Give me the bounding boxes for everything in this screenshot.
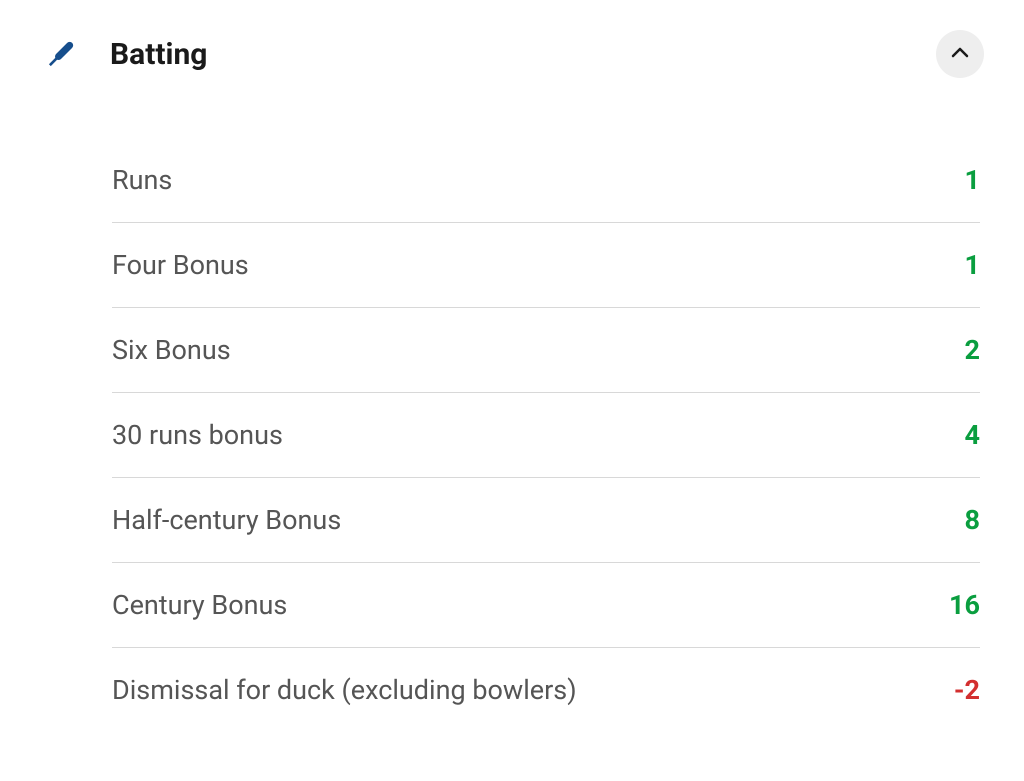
- row-value: 1: [965, 164, 981, 196]
- row-label: Six Bonus: [112, 334, 231, 366]
- collapse-button[interactable]: [936, 30, 984, 78]
- batting-section: Batting Runs 1 Four Bonus 1 Six Bonus 2 …: [0, 0, 1024, 732]
- row-value: 2: [965, 334, 981, 366]
- row-label: Century Bonus: [112, 589, 287, 621]
- row-value: 4: [965, 419, 981, 451]
- row-label: Four Bonus: [112, 249, 249, 281]
- row-value: -2: [954, 674, 980, 706]
- row-label: Dismissal for duck (excluding bowlers): [112, 674, 577, 706]
- section-title: Batting: [110, 37, 207, 72]
- row-label: 30 runs bonus: [112, 419, 283, 451]
- row-label: Runs: [112, 164, 172, 196]
- row-value: 8: [965, 504, 981, 536]
- table-row: 30 runs bonus 4: [112, 393, 980, 478]
- bat-icon: [40, 33, 82, 75]
- table-row: Runs 1: [112, 138, 980, 223]
- table-row: Dismissal for duck (excluding bowlers) -…: [112, 648, 980, 732]
- row-value: 1: [965, 249, 981, 281]
- section-header: Batting: [40, 30, 984, 78]
- points-table: Runs 1 Four Bonus 1 Six Bonus 2 30 runs …: [40, 138, 984, 732]
- table-row: Four Bonus 1: [112, 223, 980, 308]
- header-left: Batting: [40, 33, 207, 75]
- table-row: Six Bonus 2: [112, 308, 980, 393]
- chevron-up-icon: [948, 41, 972, 68]
- table-row: Half-century Bonus 8: [112, 478, 980, 563]
- table-row: Century Bonus 16: [112, 563, 980, 648]
- row-value: 16: [949, 589, 980, 621]
- row-label: Half-century Bonus: [112, 504, 341, 536]
